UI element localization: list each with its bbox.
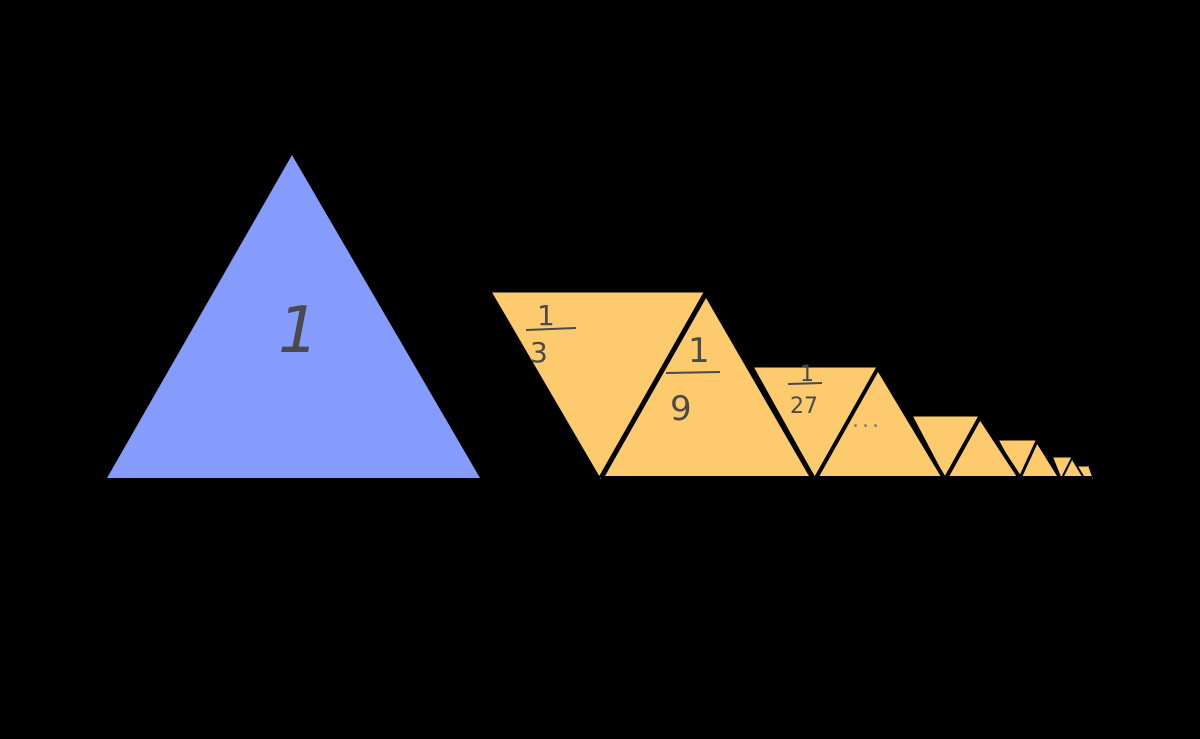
fraction-twentyseventh-numerator: 1 bbox=[800, 362, 814, 387]
series-ellipsis: ... bbox=[852, 408, 882, 433]
fraction-third: 1 3 bbox=[525, 299, 577, 369]
fraction-ninth-bar bbox=[665, 371, 721, 374]
fraction-twentyseventh-denominator: 27 bbox=[790, 394, 818, 419]
series-outlines bbox=[598, 290, 1092, 480]
fraction-ninth: 1 9 bbox=[665, 331, 721, 429]
whole-triangle bbox=[107, 155, 480, 478]
fraction-third-bar bbox=[525, 327, 577, 331]
whole-label: 1 bbox=[278, 294, 319, 368]
fraction-third-numerator: 1 bbox=[537, 299, 555, 332]
fraction-third-denominator: 3 bbox=[530, 336, 548, 369]
fraction-ninth-denominator: 9 bbox=[670, 389, 692, 429]
fraction-twentyseventh: 1 27 bbox=[787, 362, 823, 419]
fraction-twentyseventh-bar bbox=[787, 382, 823, 385]
fraction-ninth-numerator: 1 bbox=[688, 331, 710, 371]
